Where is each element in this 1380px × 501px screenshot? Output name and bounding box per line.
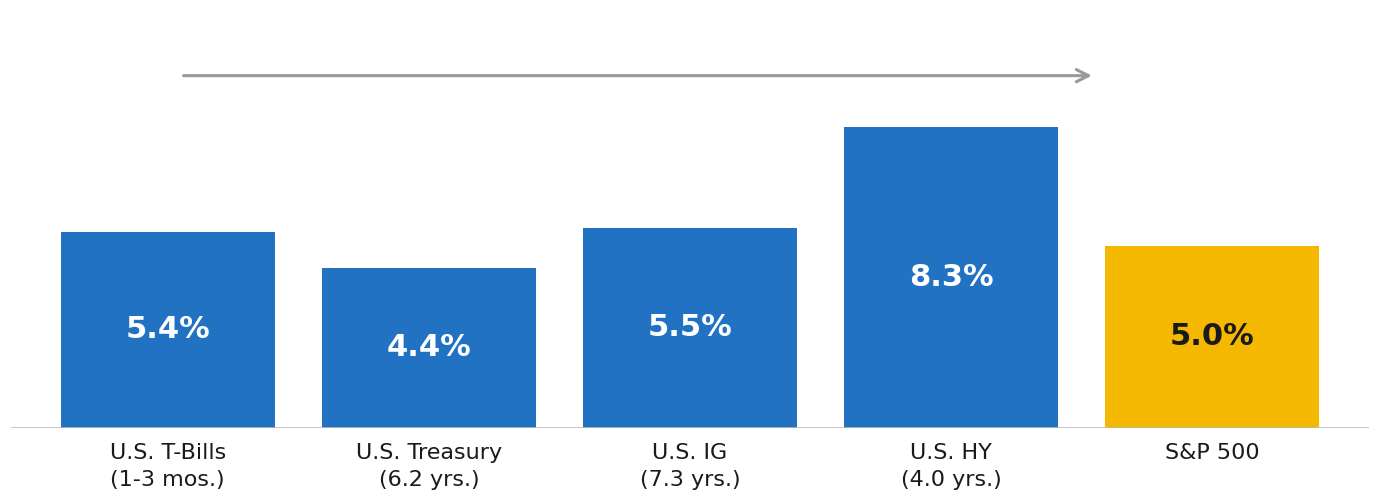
Text: 8.3%: 8.3% [909, 263, 994, 292]
Bar [845, 127, 1058, 427]
Bar [61, 232, 275, 427]
Text: 4.4%: 4.4% [386, 333, 471, 362]
Bar [1105, 246, 1319, 427]
Bar [582, 228, 798, 427]
Text: 5.4%: 5.4% [126, 315, 210, 344]
Bar [322, 268, 535, 427]
Text: 5.5%: 5.5% [647, 314, 733, 343]
Text: 5.0%: 5.0% [1170, 323, 1254, 352]
